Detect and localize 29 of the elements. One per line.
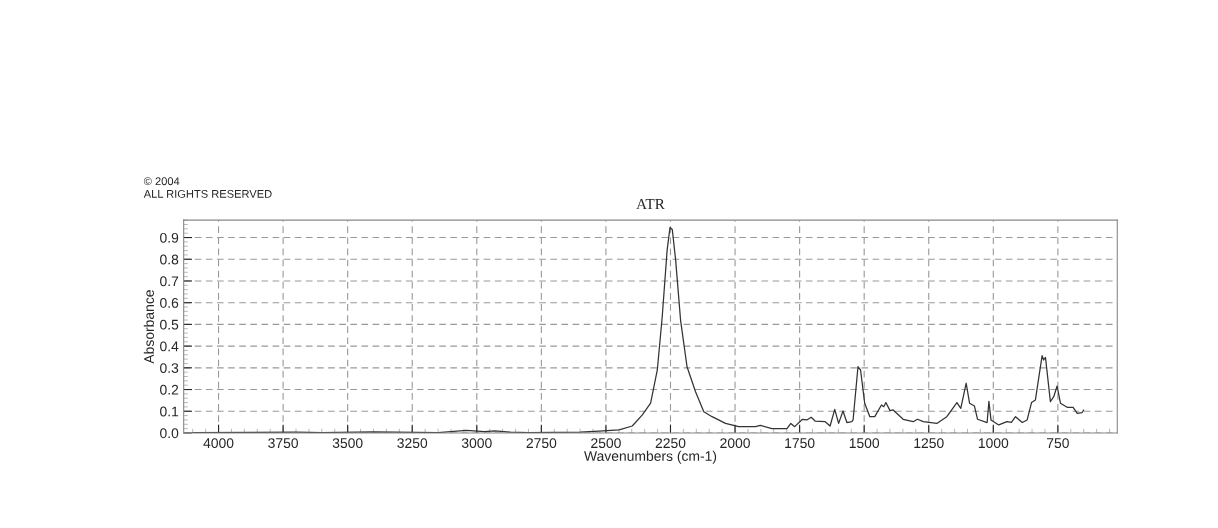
- y-tick-label: 0.4: [160, 341, 179, 352]
- y-tick-label: 0.5: [160, 319, 179, 330]
- y-tick-label: 0.8: [160, 254, 179, 265]
- y-tick-label: 0.2: [160, 384, 179, 395]
- y-tick-label: 0.0: [160, 428, 179, 439]
- x-tick-label: 3500: [332, 438, 363, 449]
- text: © 2004: [143, 177, 180, 186]
- x-tick-label: 750: [1047, 438, 1069, 449]
- x-tick-label: 1500: [849, 438, 880, 449]
- y-tick-label: 0.7: [160, 276, 179, 287]
- y-tick-label: 0.3: [160, 363, 179, 373]
- x-axis-title: Wavenumbers (cm-1): [584, 450, 717, 464]
- x-tick-label: 2000: [720, 438, 750, 449]
- y-tick-label: 0.9: [160, 232, 179, 243]
- x-tick-label: 4000: [203, 438, 234, 449]
- x-tick-label: 1000: [978, 438, 1009, 449]
- x-tick-label: 2250: [655, 438, 686, 449]
- y-tick-label: 0.1: [160, 406, 179, 417]
- x-tick-label: 1750: [785, 438, 815, 449]
- text: ALL RIGHTS RESERVED: [143, 189, 272, 198]
- x-tick-label: 2500: [591, 438, 621, 449]
- x-tick-label: 2750: [526, 438, 557, 449]
- chart-title: ATR: [636, 198, 665, 210]
- y-axis-title: Absorbance: [143, 290, 154, 364]
- x-tick-label: 3000: [461, 438, 492, 449]
- y-tick-label: 0.6: [160, 298, 179, 308]
- x-tick-label: 3750: [268, 438, 299, 449]
- x-tick-label: 3250: [397, 438, 428, 449]
- x-tick-label: 1250: [914, 438, 944, 449]
